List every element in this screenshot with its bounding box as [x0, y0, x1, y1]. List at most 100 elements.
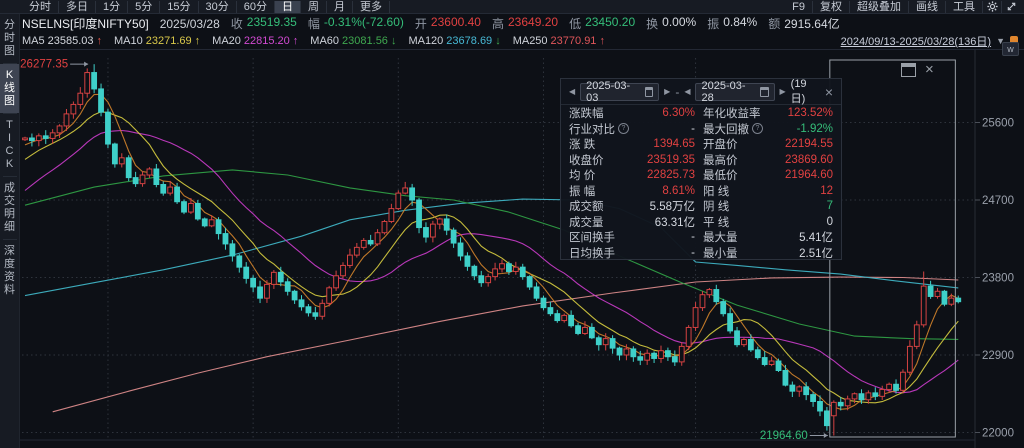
- stats-row: 区间换手 - 最大量 5.41亿: [561, 229, 841, 245]
- quote-fields: 收 23519.35 幅 -0.31%(-72.60) 开 23600.40 高 23649.…: [231, 15, 840, 32]
- settings-gear-icon[interactable]: [983, 0, 1002, 13]
- stats-row: 涨 跌 1394.65 开盘价 22194.55: [561, 136, 841, 152]
- close-selection-icon[interactable]: ×: [925, 61, 934, 78]
- stats-label: 最大量: [703, 232, 738, 244]
- date-range-link[interactable]: 2024/09/13-2025/03/28(136日): [840, 36, 992, 48]
- stats-value: 22825.73: [647, 169, 695, 181]
- quote-field-label: 振: [707, 17, 720, 31]
- svg-text:26277.35: 26277.35: [20, 59, 68, 71]
- tool-button[interactable]: 工具: [946, 0, 983, 13]
- stats-value: 123.52%: [787, 107, 833, 119]
- tool-button[interactable]: 超级叠加: [850, 0, 909, 13]
- stats-value: 1394.65: [653, 138, 695, 150]
- ma-legend-MA10: MA10 23271.69 ↑: [114, 35, 200, 47]
- stats-label: 平 线: [703, 216, 730, 229]
- instrument-symbol[interactable]: NSELNS[印度NIFTY50]: [22, 17, 149, 31]
- start-date-value: 2025-03-03: [586, 79, 631, 104]
- quote-field: 高 23649.20: [492, 15, 558, 32]
- stats-label: 振 幅: [569, 185, 596, 198]
- period-tab[interactable]: 分时: [22, 0, 59, 13]
- kline-chart[interactable]: 25600 24700 23800 22900 22000 26277.35 21964.6…: [20, 50, 1024, 448]
- quote-field-label: 收: [230, 17, 243, 31]
- period-tab[interactable]: 周: [301, 0, 327, 13]
- end-date-value: 2025-03-28: [701, 79, 746, 104]
- ma-value: 23081.56: [342, 35, 388, 47]
- ma-trend-arrow: ↓: [495, 35, 501, 47]
- help-icon[interactable]: ?: [752, 123, 763, 134]
- ma-legend-bar: MA5 23585.03 ↑ MA10 23271.69 ↑ MA20 22815.20 ↑ MA…: [22, 33, 1022, 49]
- ma-trend-arrow: ↑: [599, 35, 605, 47]
- quote-field-value: 0.00%: [662, 15, 697, 29]
- stats-value: -: [691, 246, 695, 259]
- chevron-down-icon[interactable]: ▼: [996, 36, 1005, 46]
- period-tab[interactable]: 30分: [199, 0, 237, 13]
- stats-row: 行业对比? - 最大回撤? -1.92%: [561, 121, 841, 137]
- stats-row: 收盘价 23519.35 最高价 23869.60: [561, 152, 841, 168]
- stats-panel-header: ◀ 2025-03-03 ▶ - ◀ 2025-03-28 ▶ (19日) ×: [561, 78, 841, 105]
- stats-value: 8.61%: [662, 184, 695, 197]
- sidebar-divider: [2, 113, 17, 114]
- quote-field-value: 2915.64亿: [784, 17, 840, 31]
- period-tab[interactable]: 更多: [353, 0, 390, 13]
- ma-trend-arrow: ↑: [96, 35, 103, 47]
- close-panel-icon[interactable]: ×: [824, 83, 833, 100]
- sidebar-item-深度资料[interactable]: 深度资料: [4, 245, 15, 296]
- quote-field-value: 23600.40: [430, 15, 481, 29]
- sidebar-item-成交明细[interactable]: 成交明细: [4, 182, 15, 233]
- quote-field-value: 23450.20: [585, 15, 636, 29]
- ma-value: 23678.69: [446, 35, 493, 47]
- quote-field-value: 0.84%: [723, 15, 758, 29]
- period-tab[interactable]: 多日: [59, 0, 96, 13]
- marker-icon[interactable]: [1010, 36, 1018, 46]
- stats-label: 成交额: [569, 201, 604, 213]
- date-range-separator: -: [675, 84, 680, 99]
- svg-text:22900: 22900: [982, 350, 1014, 362]
- end-date-picker[interactable]: 2025-03-28: [695, 79, 775, 104]
- stats-label: 最高价: [703, 154, 738, 167]
- quote-field-label: 开: [414, 17, 427, 31]
- ma-legend-MA250: MA250 23770.91 ↑: [513, 35, 605, 47]
- stats-label: 收盘价: [569, 154, 604, 167]
- ma-trend-arrow: ↑: [194, 35, 201, 47]
- period-tab[interactable]: 60分: [237, 0, 275, 13]
- stats-row: 振 幅 8.61% 阳 线 12: [561, 183, 841, 199]
- ma-legend-items: MA5 23585.03 ↑ MA10 23271.69 ↑ MA20 22815.20 ↑ MA…: [22, 35, 605, 47]
- stats-label: 最小量: [703, 247, 738, 260]
- expand-icon[interactable]: [1002, 1, 1020, 13]
- period-tab[interactable]: 日: [275, 0, 301, 13]
- stats-label: 涨 跌: [569, 139, 596, 151]
- tool-button[interactable]: 画线: [909, 0, 946, 13]
- chart-top-border: [0, 49, 1024, 50]
- period-tab[interactable]: 5分: [128, 0, 161, 13]
- quote-field: 换 0.00%: [646, 15, 696, 32]
- quote-field: 低 23450.20: [569, 15, 635, 32]
- prev-end-date-icon[interactable]: ◀: [684, 87, 691, 96]
- stats-value: 63.31亿: [654, 216, 695, 229]
- stats-value: -1.92%: [796, 122, 833, 135]
- period-tab[interactable]: 月: [327, 0, 353, 13]
- quote-field-label: 低: [569, 17, 582, 31]
- sidebar-item-分时图[interactable]: 分时图: [4, 19, 15, 57]
- svg-text:25600: 25600: [982, 118, 1014, 130]
- stats-value: -: [691, 231, 695, 243]
- quote-field-value: -0.31%(-72.60): [323, 15, 404, 29]
- ma-value: 23770.91: [550, 35, 597, 47]
- stats-label: 阳 线: [703, 185, 730, 198]
- start-date-picker[interactable]: 2025-03-03: [580, 79, 660, 104]
- period-tab[interactable]: 15分: [160, 0, 199, 13]
- stats-label: 最低价: [703, 170, 738, 182]
- next-end-date-icon[interactable]: ▶: [779, 87, 786, 96]
- quote-field: 开 23600.40: [415, 15, 481, 32]
- prev-start-date-icon[interactable]: ◀: [569, 87, 576, 96]
- next-start-date-icon[interactable]: ▶: [664, 87, 671, 96]
- period-tab[interactable]: 1分: [96, 0, 129, 13]
- tool-button[interactable]: F9: [785, 0, 813, 13]
- tool-button[interactable]: 复权: [813, 0, 850, 13]
- help-icon[interactable]: ?: [618, 123, 629, 134]
- window-icon[interactable]: [901, 63, 916, 77]
- svg-text:21964.60: 21964.60: [760, 430, 808, 442]
- stats-value: 5.41亿: [799, 232, 833, 244]
